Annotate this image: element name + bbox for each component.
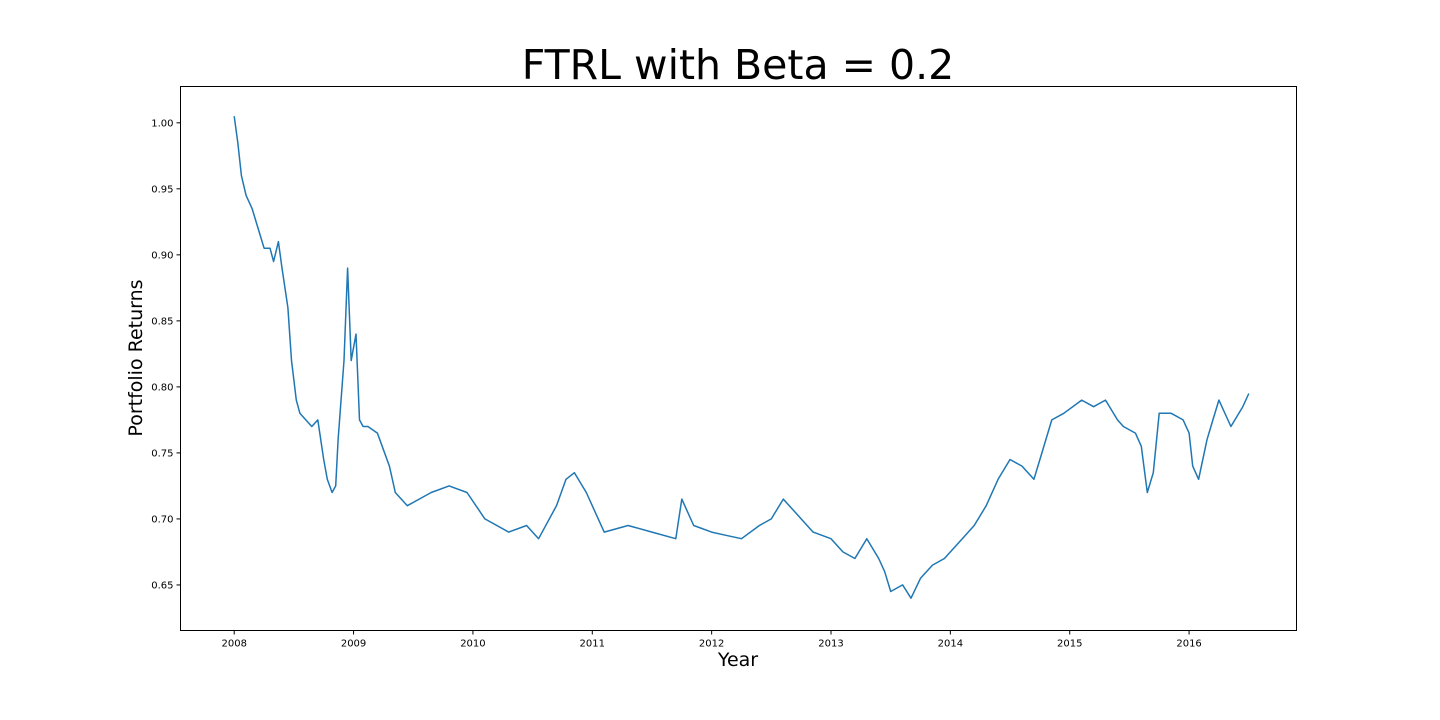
x-tick-label: 2011: [580, 639, 605, 650]
x-tick-label: 2009: [341, 639, 366, 650]
chart-title: FTRL with Beta = 0.2: [522, 41, 954, 89]
plot-area: [233, 116, 1250, 599]
plot-frame: [180, 86, 1297, 631]
y-tick-label: 0.75: [151, 448, 173, 459]
y-tick-label: 0.95: [151, 184, 173, 195]
y-tick-label: 1.00: [151, 118, 173, 129]
y-tick-label: 0.90: [151, 250, 173, 261]
x-axis-label: Year: [717, 649, 758, 671]
x-tick-label: 2016: [1176, 639, 1201, 650]
x-tick-label: 2013: [818, 639, 843, 650]
series-line: [233, 116, 1250, 599]
y-tick-label: 0.80: [151, 382, 173, 393]
x-tick-label: 2012: [699, 639, 724, 650]
y-tick-label: 0.85: [151, 316, 173, 327]
y-axis-ticks: 0.65 0.70 0.75 0.80 0.85 0.90 0.95 1.00: [151, 118, 181, 591]
x-tick-label: 2010: [460, 639, 485, 650]
x-tick-label: 2015: [1057, 639, 1082, 650]
y-axis-label: Portfolio Returns: [125, 279, 147, 436]
x-axis-ticks: 2008 2009 2010 2011 2012 2013 2014 2015 2016: [221, 630, 1202, 650]
y-tick-label: 0.70: [151, 514, 173, 525]
x-tick-label: 2014: [938, 639, 963, 650]
x-tick-label: 2008: [221, 639, 246, 650]
y-tick-label: 0.65: [151, 580, 173, 591]
